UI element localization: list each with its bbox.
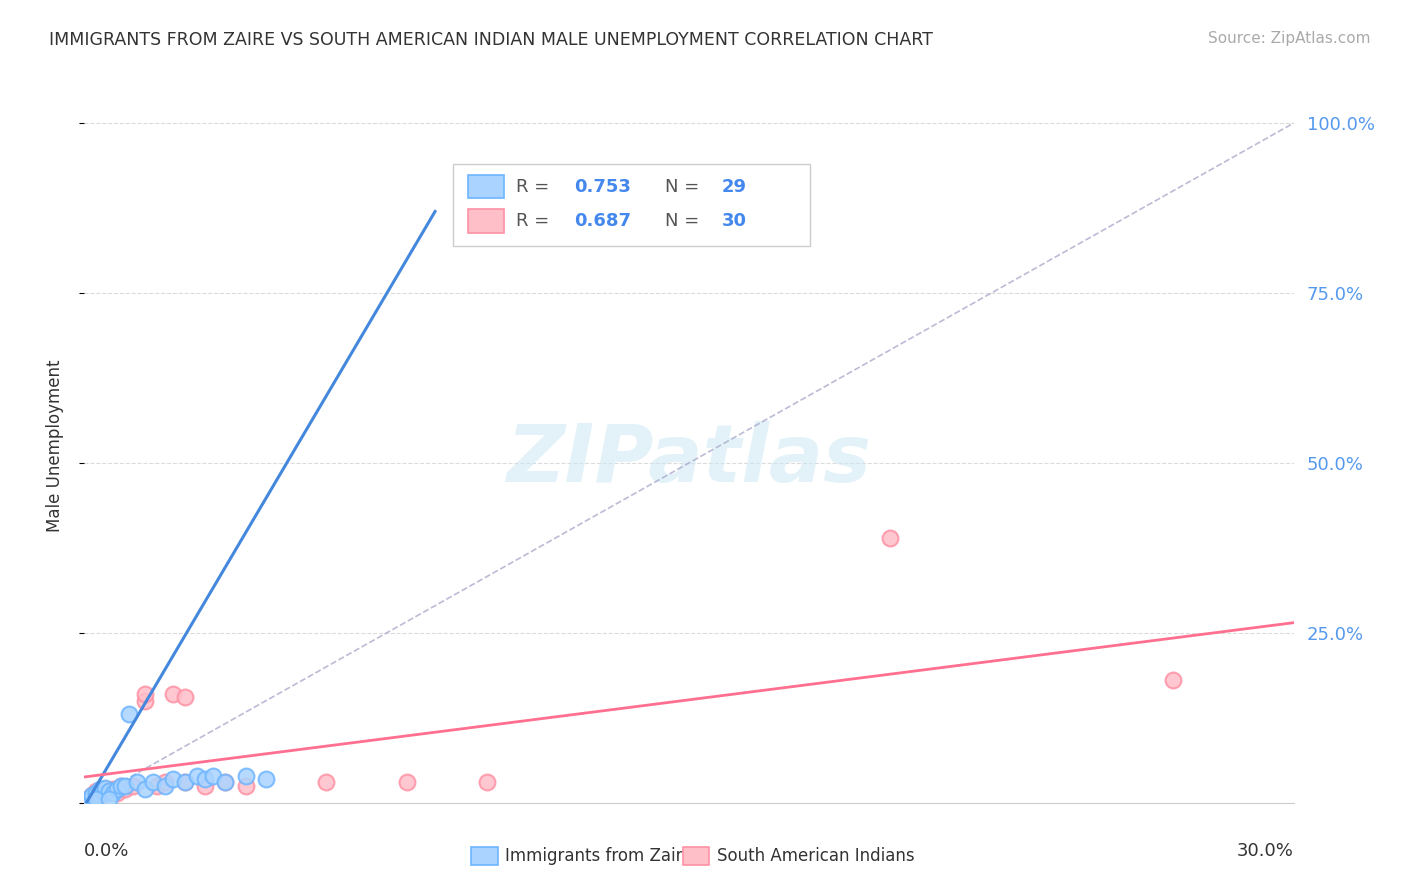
- Point: [162, 687, 184, 701]
- Point: [86, 789, 108, 803]
- Bar: [471, 847, 498, 865]
- Bar: [468, 209, 503, 233]
- Point: [162, 772, 184, 786]
- Point: [86, 789, 108, 803]
- Point: [174, 775, 197, 789]
- Point: [82, 788, 104, 802]
- Point: [315, 775, 337, 789]
- Text: 30: 30: [721, 212, 747, 230]
- Text: 0.753: 0.753: [574, 178, 631, 196]
- Text: ZIPatlas: ZIPatlas: [506, 421, 872, 500]
- Text: N =: N =: [665, 178, 704, 196]
- Text: 29: 29: [721, 178, 747, 196]
- Text: R =: R =: [516, 178, 555, 196]
- Point: [142, 775, 165, 789]
- Point: [174, 690, 197, 705]
- Point: [1161, 673, 1184, 688]
- Text: IMMIGRANTS FROM ZAIRE VS SOUTH AMERICAN INDIAN MALE UNEMPLOYMENT CORRELATION CHA: IMMIGRANTS FROM ZAIRE VS SOUTH AMERICAN …: [49, 31, 934, 49]
- Point: [97, 792, 120, 806]
- Point: [86, 783, 108, 797]
- Point: [77, 792, 100, 806]
- Text: N =: N =: [665, 212, 704, 230]
- Point: [105, 786, 128, 800]
- Point: [202, 769, 225, 783]
- Point: [121, 779, 143, 793]
- Point: [93, 780, 115, 795]
- Point: [235, 769, 257, 783]
- Point: [93, 786, 115, 800]
- Point: [134, 687, 156, 701]
- Bar: [683, 847, 710, 865]
- Text: Immigrants from Zaire: Immigrants from Zaire: [505, 847, 693, 865]
- Point: [254, 772, 277, 786]
- Point: [134, 694, 156, 708]
- Point: [118, 707, 141, 722]
- Point: [93, 782, 115, 797]
- Bar: [468, 175, 503, 198]
- Point: [93, 786, 115, 800]
- Point: [146, 779, 169, 793]
- Text: R =: R =: [516, 212, 555, 230]
- Point: [194, 779, 217, 793]
- Text: South American Indians: South American Indians: [717, 847, 914, 865]
- Point: [110, 779, 132, 793]
- Point: [134, 782, 156, 797]
- Text: Source: ZipAtlas.com: Source: ZipAtlas.com: [1208, 31, 1371, 46]
- Point: [86, 792, 108, 806]
- Point: [395, 775, 418, 789]
- Point: [879, 531, 901, 545]
- Point: [82, 790, 104, 805]
- Point: [153, 775, 176, 789]
- Point: [82, 788, 104, 802]
- Point: [174, 775, 197, 789]
- Point: [125, 775, 148, 789]
- Point: [97, 783, 120, 797]
- Point: [186, 769, 208, 783]
- Point: [110, 779, 132, 793]
- Point: [101, 782, 124, 797]
- Point: [114, 782, 136, 797]
- Y-axis label: Male Unemployment: Male Unemployment: [45, 359, 63, 533]
- Text: 0.0%: 0.0%: [84, 842, 129, 860]
- FancyBboxPatch shape: [453, 164, 810, 246]
- Point: [97, 783, 120, 797]
- Point: [477, 775, 499, 789]
- Point: [89, 788, 111, 802]
- Point: [82, 790, 104, 805]
- Point: [214, 775, 236, 789]
- Point: [89, 782, 111, 797]
- Point: [114, 779, 136, 793]
- Point: [194, 772, 217, 786]
- Text: 30.0%: 30.0%: [1237, 842, 1294, 860]
- Point: [214, 775, 236, 789]
- Point: [89, 788, 111, 802]
- Point: [105, 782, 128, 797]
- Text: 0.687: 0.687: [574, 212, 631, 230]
- Point: [235, 779, 257, 793]
- Point: [77, 792, 100, 806]
- Point: [77, 792, 100, 806]
- Point: [86, 786, 108, 800]
- Point: [153, 779, 176, 793]
- Point: [101, 786, 124, 800]
